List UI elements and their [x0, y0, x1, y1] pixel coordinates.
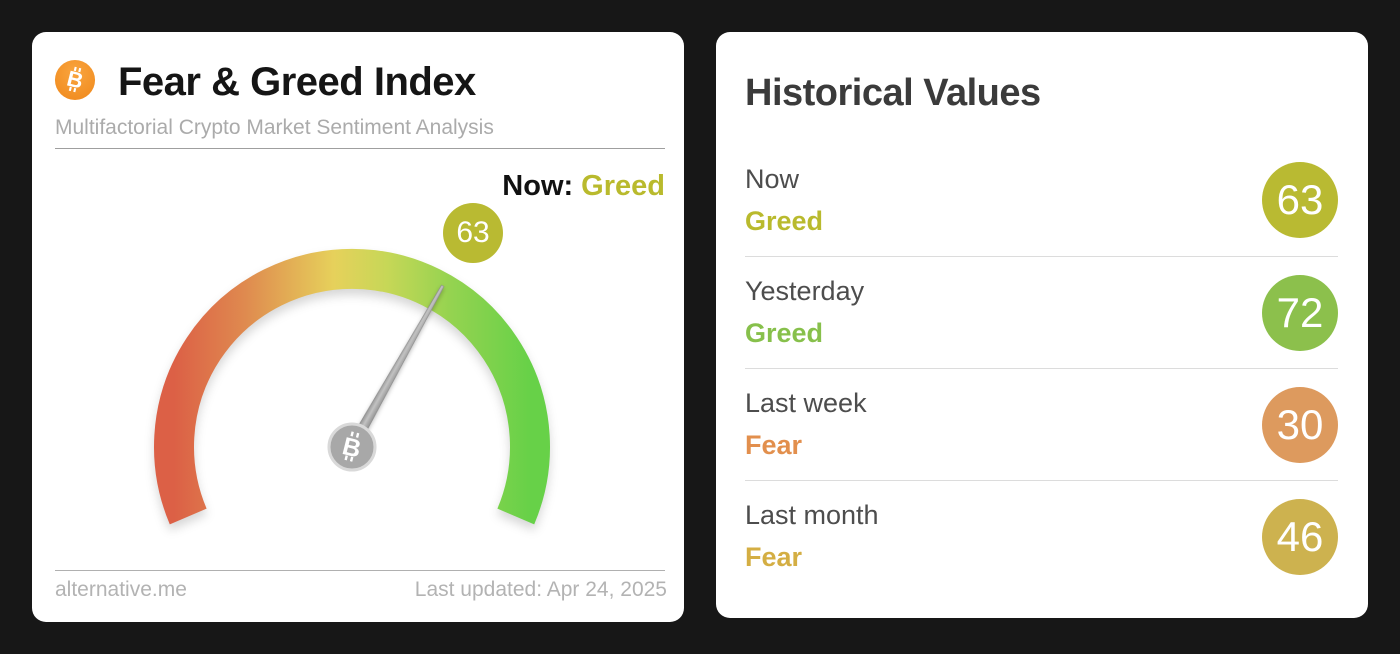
history-period-label: Last month	[745, 500, 879, 530]
gauge-needle-group	[344, 284, 445, 454]
history-sentiment: Greed	[745, 205, 824, 236]
bitcoin-icon: B	[54, 59, 96, 101]
history-row-last-week: Last week Fear 30	[745, 368, 1338, 480]
card-footer: alternative.me Last updated: Apr 24, 202…	[55, 578, 667, 602]
source-link[interactable]: alternative.me	[55, 578, 187, 601]
history-value-badge: 72	[1262, 274, 1338, 351]
history-sentiment: Greed	[745, 318, 824, 348]
history-sentiment: Fear	[745, 542, 803, 572]
gauge-hub	[327, 422, 377, 472]
history-period-label: Now	[745, 163, 800, 194]
bitcoin-glyph: B	[64, 66, 85, 94]
history-sentiment: Fear	[745, 430, 803, 460]
gauge-value-badge: 63	[443, 203, 503, 263]
card-subtitle: Multifactorial Crypto Market Sentiment A…	[55, 116, 494, 139]
header-divider	[55, 148, 665, 149]
historical-values-list: Now Greed 63 Yesterday Greed 72 Last wee…	[745, 144, 1338, 592]
gauge-hub-bitcoin-icon: B	[340, 431, 364, 464]
history-row-last-month: Last month Fear 46	[745, 480, 1338, 592]
historical-values-card: Historical Values Now Greed 63 Yesterday…	[716, 32, 1368, 618]
history-period-label: Last week	[745, 388, 867, 418]
history-value-badge: 63	[1262, 162, 1338, 238]
current-sentiment-line: Now: Greed	[502, 170, 665, 203]
history-value-badge: 46	[1262, 498, 1338, 575]
last-updated-text: Last updated: Apr 24, 2025	[414, 578, 667, 601]
gauge-arc	[154, 248, 550, 525]
card-title: Fear & Greed Index	[118, 60, 476, 104]
history-row-now: Now Greed 63	[745, 144, 1338, 256]
footer-divider	[55, 570, 665, 571]
hub-bitcoin-glyph: B	[340, 432, 364, 464]
history-period-label: Yesterday	[745, 276, 865, 306]
now-label: Now:	[502, 170, 574, 202]
history-value-badge: 30	[1262, 386, 1338, 463]
now-sentiment-value: Greed	[581, 170, 665, 202]
historical-values-title: Historical Values	[745, 72, 1041, 114]
history-row-yesterday: Yesterday Greed 72	[745, 256, 1338, 368]
fear-greed-index-card: B Fear & Greed Index Multifactorial Cryp…	[32, 32, 684, 622]
gauge-needle	[344, 284, 445, 454]
